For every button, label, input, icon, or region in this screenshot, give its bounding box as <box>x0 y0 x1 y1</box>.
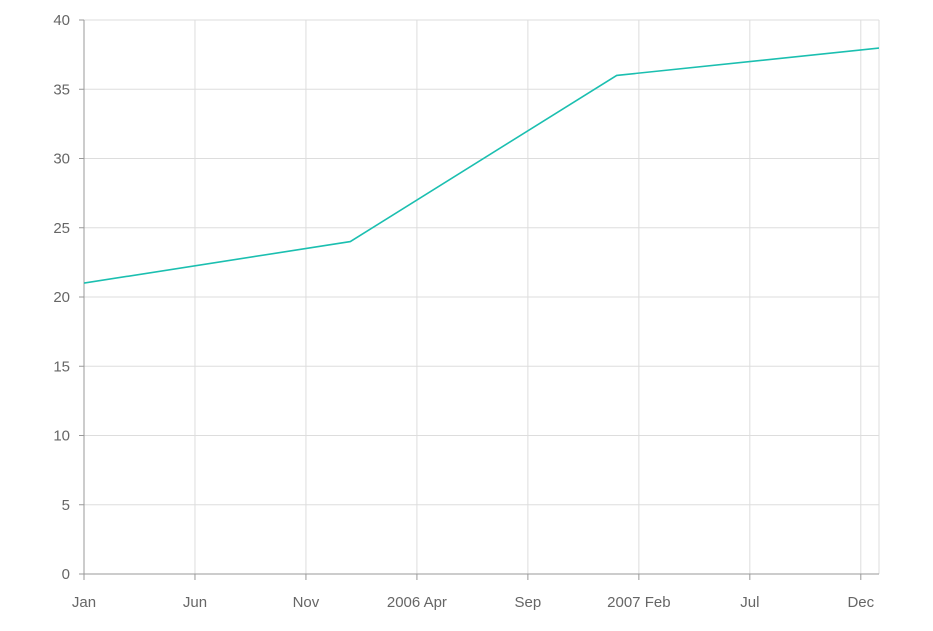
y-tick-label: 0 <box>62 566 70 583</box>
x-tick-label: Nov <box>293 594 320 611</box>
x-tick-label: Jun <box>183 594 207 611</box>
x-tick-label: Sep <box>515 594 542 611</box>
axes <box>79 19 879 580</box>
y-tick-label: 10 <box>53 428 70 445</box>
x-tick-label: 2007 Feb <box>607 594 670 611</box>
tick-labels: 0 5 10 15 20 25 30 35 40 Jan Jun Nov 2006 Apr Sep 2007… <box>53 12 874 611</box>
series-layer <box>84 47 879 284</box>
y-tick-label: 40 <box>53 12 70 29</box>
y-tick-label: 20 <box>53 289 70 306</box>
grid-lines <box>83 19 880 575</box>
x-tick-label: Jan <box>72 594 96 611</box>
y-tick-label: 35 <box>53 81 70 98</box>
y-tick-label: 25 <box>53 220 70 237</box>
y-tick-label: 15 <box>53 358 70 375</box>
x-tick-label: 2006 Apr <box>387 594 447 611</box>
series-line <box>84 47 879 284</box>
y-tick-label: 30 <box>53 151 70 168</box>
x-tick-label: Jul <box>740 594 759 611</box>
y-tick-label: 5 <box>62 497 70 514</box>
x-tick-label: Dec <box>847 594 874 611</box>
